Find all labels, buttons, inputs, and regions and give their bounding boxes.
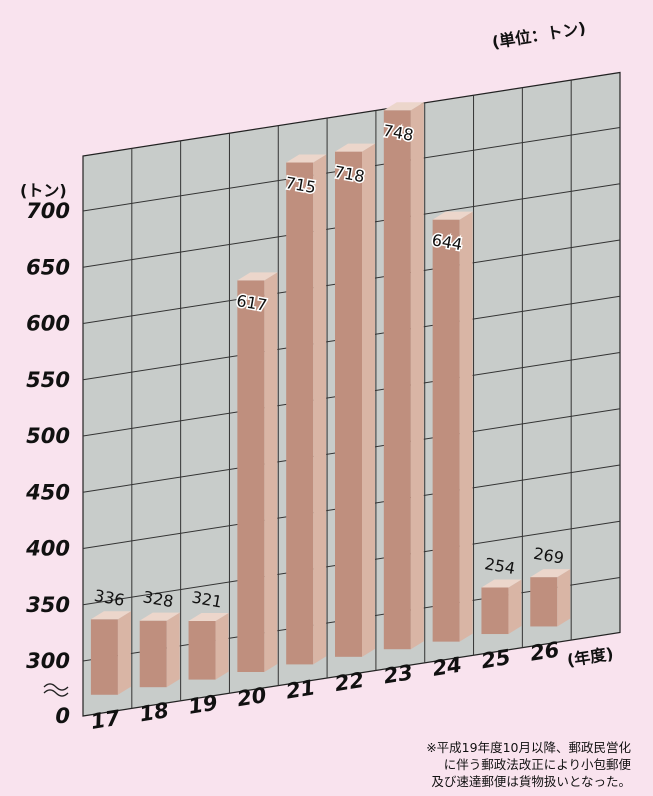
bar-22: 718 xyxy=(331,143,375,657)
bar-26: 269 xyxy=(530,544,571,627)
x-tick-label: 25 xyxy=(480,645,513,673)
bar-front xyxy=(139,620,167,688)
bar-value-label: 718 xyxy=(333,162,366,186)
footnote-line-2: に伴う郵政法改正により小包郵便 xyxy=(443,757,631,772)
bar-20: 617 xyxy=(234,272,278,672)
y-tick-label: 0 xyxy=(55,704,70,728)
bar-top xyxy=(237,272,278,281)
x-tick-label: 19 xyxy=(187,691,220,719)
y-axis-ticks: 700 650 600 550 500 450 400 350 300 0 xyxy=(25,199,70,728)
x-axis-ticks: 17 18 19 20 21 22 23 24 25 26 xyxy=(89,637,561,734)
y-tick-label: 600 xyxy=(26,312,70,336)
bar-21: 715 xyxy=(282,154,327,665)
bar-18: 328 xyxy=(139,587,180,688)
x-tick-label: 24 xyxy=(431,653,464,681)
bar-side xyxy=(410,102,424,650)
y-tick-label: 500 xyxy=(26,424,70,448)
x-tick-label: 21 xyxy=(284,675,317,703)
bar-front xyxy=(237,280,265,672)
bar-front xyxy=(286,162,314,665)
y-tick-label: 300 xyxy=(26,649,70,673)
bar-top xyxy=(383,102,424,111)
x-tick-label: 17 xyxy=(89,706,122,734)
axis-break-icon xyxy=(43,683,69,697)
bar-front xyxy=(432,219,460,642)
bar-front xyxy=(335,151,362,657)
bar-side xyxy=(313,154,327,665)
bar-side xyxy=(362,143,375,657)
bar-front xyxy=(188,620,216,680)
y-tick-label: 450 xyxy=(25,480,70,504)
bar-top xyxy=(530,569,571,578)
bar-top xyxy=(188,612,229,621)
x-tick-label: 20 xyxy=(235,683,268,711)
y-tick-label: 700 xyxy=(26,199,70,223)
bar-top xyxy=(335,143,375,152)
x-tick-label: 26 xyxy=(528,637,561,665)
bar-23: 748 xyxy=(380,102,424,650)
bar-front xyxy=(90,619,118,695)
y-axis-unit: (トン) xyxy=(20,181,67,200)
bar-side xyxy=(508,579,522,635)
footnote-line-3: 及び速達郵便は貨物扱いとなった。 xyxy=(431,774,631,789)
bar-24: 644 xyxy=(429,211,473,642)
bar-side xyxy=(557,569,571,627)
bar-top xyxy=(90,611,131,620)
y-tick-label: 650 xyxy=(26,255,70,279)
unit-note: (単位：トン) xyxy=(491,18,587,52)
footnote-line-1: ※平成19年度10月以降、郵政民営化 xyxy=(426,740,631,755)
bar-side xyxy=(166,612,180,688)
bar-top xyxy=(139,612,180,621)
x-tick-label: 23 xyxy=(382,660,415,688)
bar-side xyxy=(215,612,229,680)
bar-top xyxy=(481,579,522,588)
y-tick-label: 350 xyxy=(26,593,70,617)
bar-front xyxy=(530,577,558,627)
bar-top xyxy=(432,211,473,220)
bar-top xyxy=(286,154,327,163)
footnote: ※平成19年度10月以降、郵政民営化 に伴う郵政法改正により小包郵便 及び速達郵… xyxy=(331,739,631,790)
bar-side xyxy=(459,211,473,642)
bar-side xyxy=(117,611,131,695)
y-tick-label: 400 xyxy=(25,537,70,561)
bar-front xyxy=(383,110,411,650)
y-tick-label: 550 xyxy=(26,368,70,392)
bar-front xyxy=(481,587,509,635)
x-tick-label: 18 xyxy=(138,698,171,726)
x-tick-label: 22 xyxy=(333,668,366,696)
x-axis-unit: (年度) xyxy=(566,644,615,670)
bar-side xyxy=(264,272,278,672)
